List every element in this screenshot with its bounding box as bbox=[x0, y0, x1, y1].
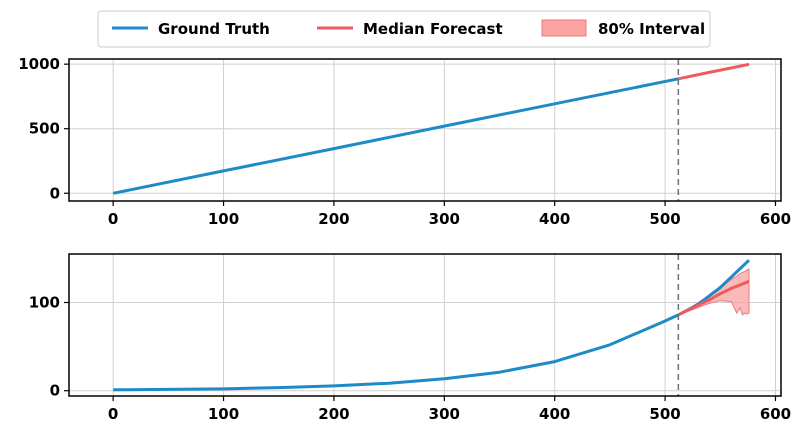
x-tick-label: 200 bbox=[318, 405, 349, 423]
axes-frame bbox=[68, 58, 782, 202]
x-tick-label: 400 bbox=[539, 405, 570, 423]
legend-label: Ground Truth bbox=[158, 20, 270, 38]
y-tick-label: 100 bbox=[29, 294, 60, 312]
ground-truth-line bbox=[113, 259, 751, 392]
legend-label: Median Forecast bbox=[363, 20, 503, 38]
x-tick-label: 300 bbox=[429, 210, 460, 228]
legend: Ground Truth Median Forecast 80% Interval bbox=[97, 10, 711, 48]
x-tick-label: 500 bbox=[649, 210, 680, 228]
y-tick-label: 0 bbox=[50, 382, 60, 400]
x-tick-label: 100 bbox=[208, 405, 239, 423]
x-tick-label: 600 bbox=[760, 405, 791, 423]
x-tick-label: 500 bbox=[649, 405, 680, 423]
axes-frame bbox=[68, 253, 782, 397]
x-tick-label: 200 bbox=[318, 210, 349, 228]
ground-truth-line bbox=[112, 77, 679, 195]
median-forecast-line bbox=[677, 279, 750, 317]
x-tick-label: 0 bbox=[108, 210, 118, 228]
x-tick-label: 400 bbox=[539, 210, 570, 228]
legend-swatch-interval bbox=[541, 19, 587, 37]
bottom-panel: 0 100 200 300 400 500 600 0 100 bbox=[29, 253, 791, 423]
y-tick-label: 500 bbox=[29, 120, 60, 138]
legend-label: 80% Interval bbox=[598, 20, 705, 38]
x-tick-label: 600 bbox=[760, 210, 791, 228]
x-tick-label: 100 bbox=[208, 210, 239, 228]
x-tick-label: 0 bbox=[108, 405, 118, 423]
y-tick-label: 1000 bbox=[18, 55, 60, 73]
top-panel: 0 100 200 300 400 500 600 0 500 1000 bbox=[18, 55, 791, 228]
x-tick-label: 300 bbox=[429, 405, 460, 423]
y-tick-label: 0 bbox=[50, 184, 60, 202]
median-forecast-line bbox=[677, 62, 750, 81]
